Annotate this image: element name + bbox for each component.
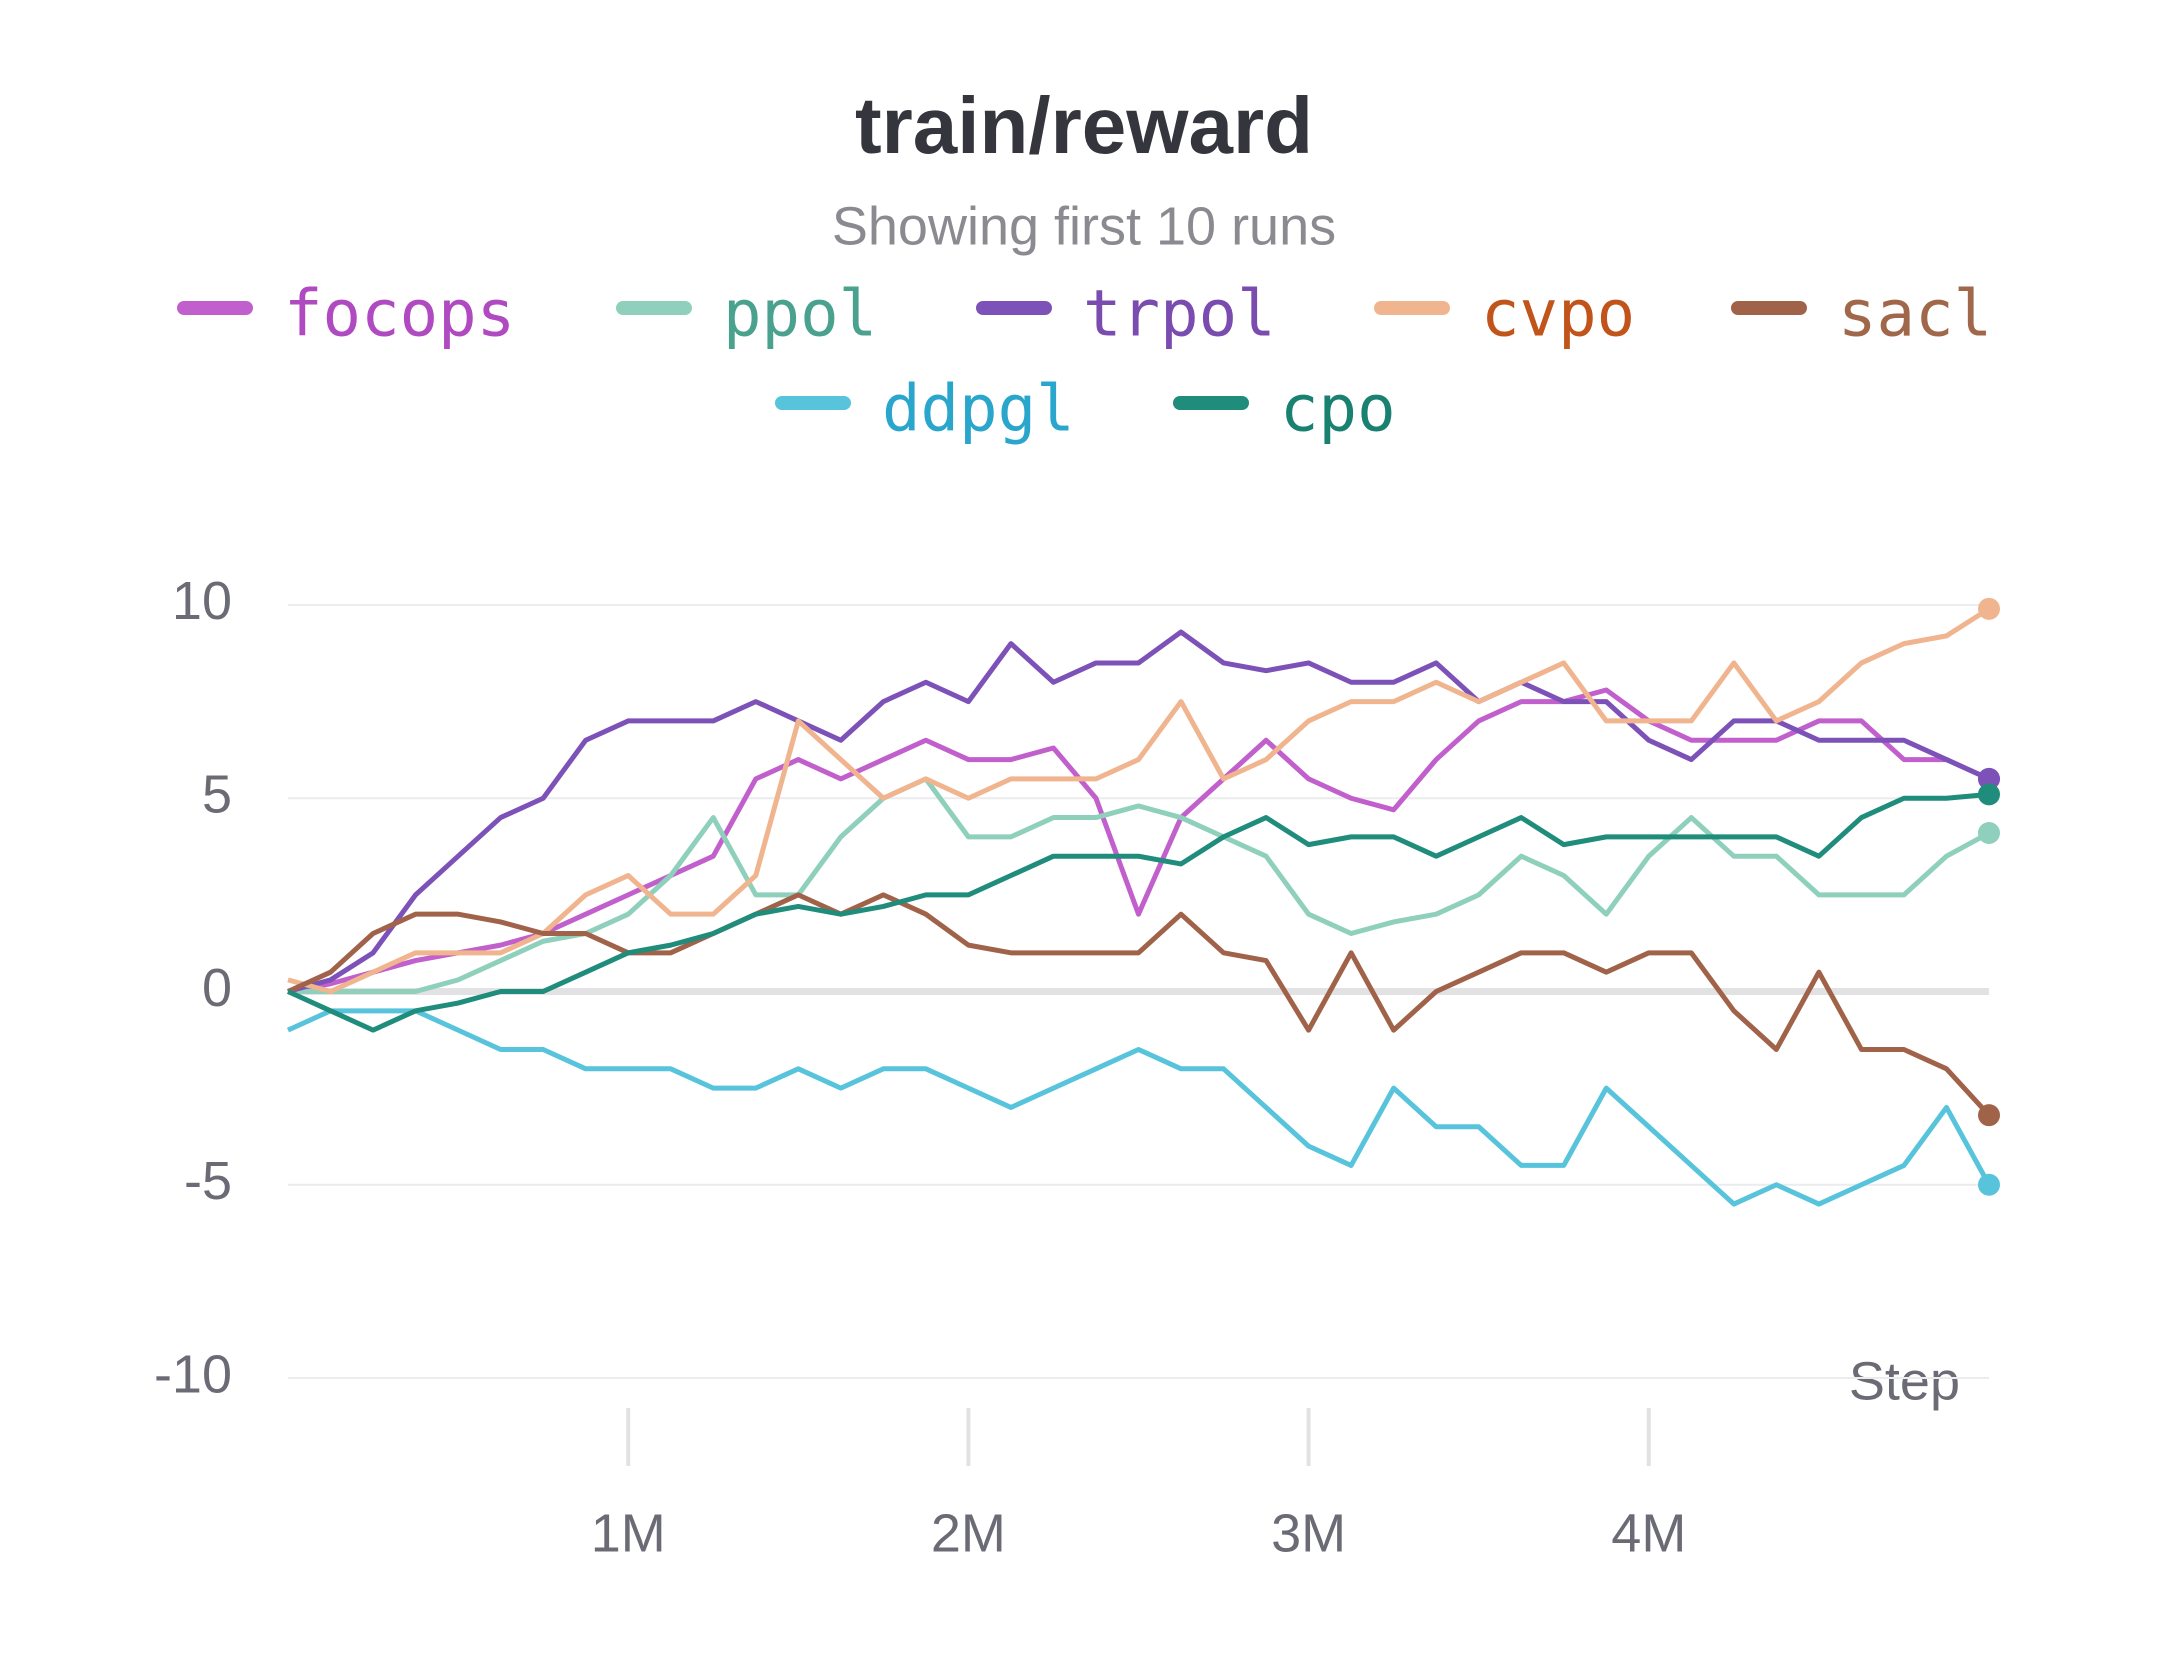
y-tick-label: -5	[184, 1151, 232, 1211]
legend-label: focops	[284, 278, 515, 352]
legend-label: trpol	[1083, 278, 1276, 352]
end-point	[1978, 767, 2000, 790]
y-tick-label: 0	[202, 958, 232, 1018]
series-line	[286, 791, 1990, 1033]
end-point	[1978, 783, 2000, 806]
end-point	[1978, 1104, 2000, 1127]
end-point	[1978, 1173, 2000, 1196]
series-line	[288, 776, 1991, 994]
legend-label: ppol	[723, 278, 877, 352]
legend-label: cpo	[1280, 373, 1396, 447]
legend-label: cvpo	[1481, 278, 1635, 352]
chart-title: train/reward	[855, 81, 1313, 170]
x-axis-label: Step	[1849, 1351, 1960, 1411]
legend-label: ddpgl	[882, 373, 1075, 447]
end-point	[1978, 597, 2000, 620]
y-tick-label: 5	[202, 764, 232, 824]
legend-label: sacl	[1838, 278, 1992, 352]
series-line	[286, 1008, 1992, 1207]
x-tick-label: 4M	[1611, 1503, 1686, 1563]
x-tick-label: 2M	[931, 1503, 1006, 1563]
x-tick-label: 1M	[591, 1503, 666, 1563]
x-tick-label: 3M	[1271, 1503, 1346, 1563]
end-point	[1978, 822, 2000, 845]
series-line	[287, 687, 1991, 994]
series-line	[287, 629, 1991, 994]
chart-subtitle: Showing first 10 runs	[832, 196, 1336, 256]
y-tick-label: -10	[154, 1344, 232, 1404]
y-tick-label: 10	[172, 571, 232, 631]
series-line	[286, 892, 1991, 1117]
series-line	[287, 606, 1991, 994]
